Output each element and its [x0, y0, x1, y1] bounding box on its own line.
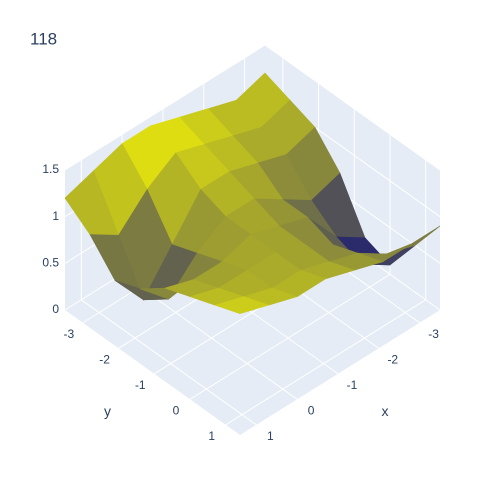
x-tick-label: -2 [387, 352, 398, 366]
x-tick-label: 0 [308, 403, 315, 417]
x-axis-title: x [382, 403, 389, 419]
y-tick-label: 1 [208, 429, 215, 443]
grid-line [189, 273, 391, 400]
grid-line [264, 44, 441, 171]
x-tick-label: -1 [347, 378, 358, 392]
y-axis-title: y [104, 403, 111, 419]
y-tick-label: 0 [173, 403, 180, 417]
y-tick-label: -3 [64, 327, 75, 341]
x-tick-label: 1 [267, 429, 274, 443]
back-wall [265, 45, 440, 310]
z-tick-label: 0 [52, 302, 59, 316]
y-tick-label: -1 [135, 378, 146, 392]
z-tick-label: 1 [52, 209, 59, 223]
z-tick-label: 0.5 [42, 256, 59, 270]
grid-line [81, 299, 257, 426]
y-tick-label: -2 [99, 352, 110, 366]
grid-line [64, 44, 266, 171]
grid-line [225, 299, 426, 426]
z-tick-label: 1.5 [42, 162, 59, 176]
surface-cell [214, 296, 270, 314]
x-tick-label: -3 [428, 327, 439, 341]
chart-title: 118 [30, 29, 57, 48]
